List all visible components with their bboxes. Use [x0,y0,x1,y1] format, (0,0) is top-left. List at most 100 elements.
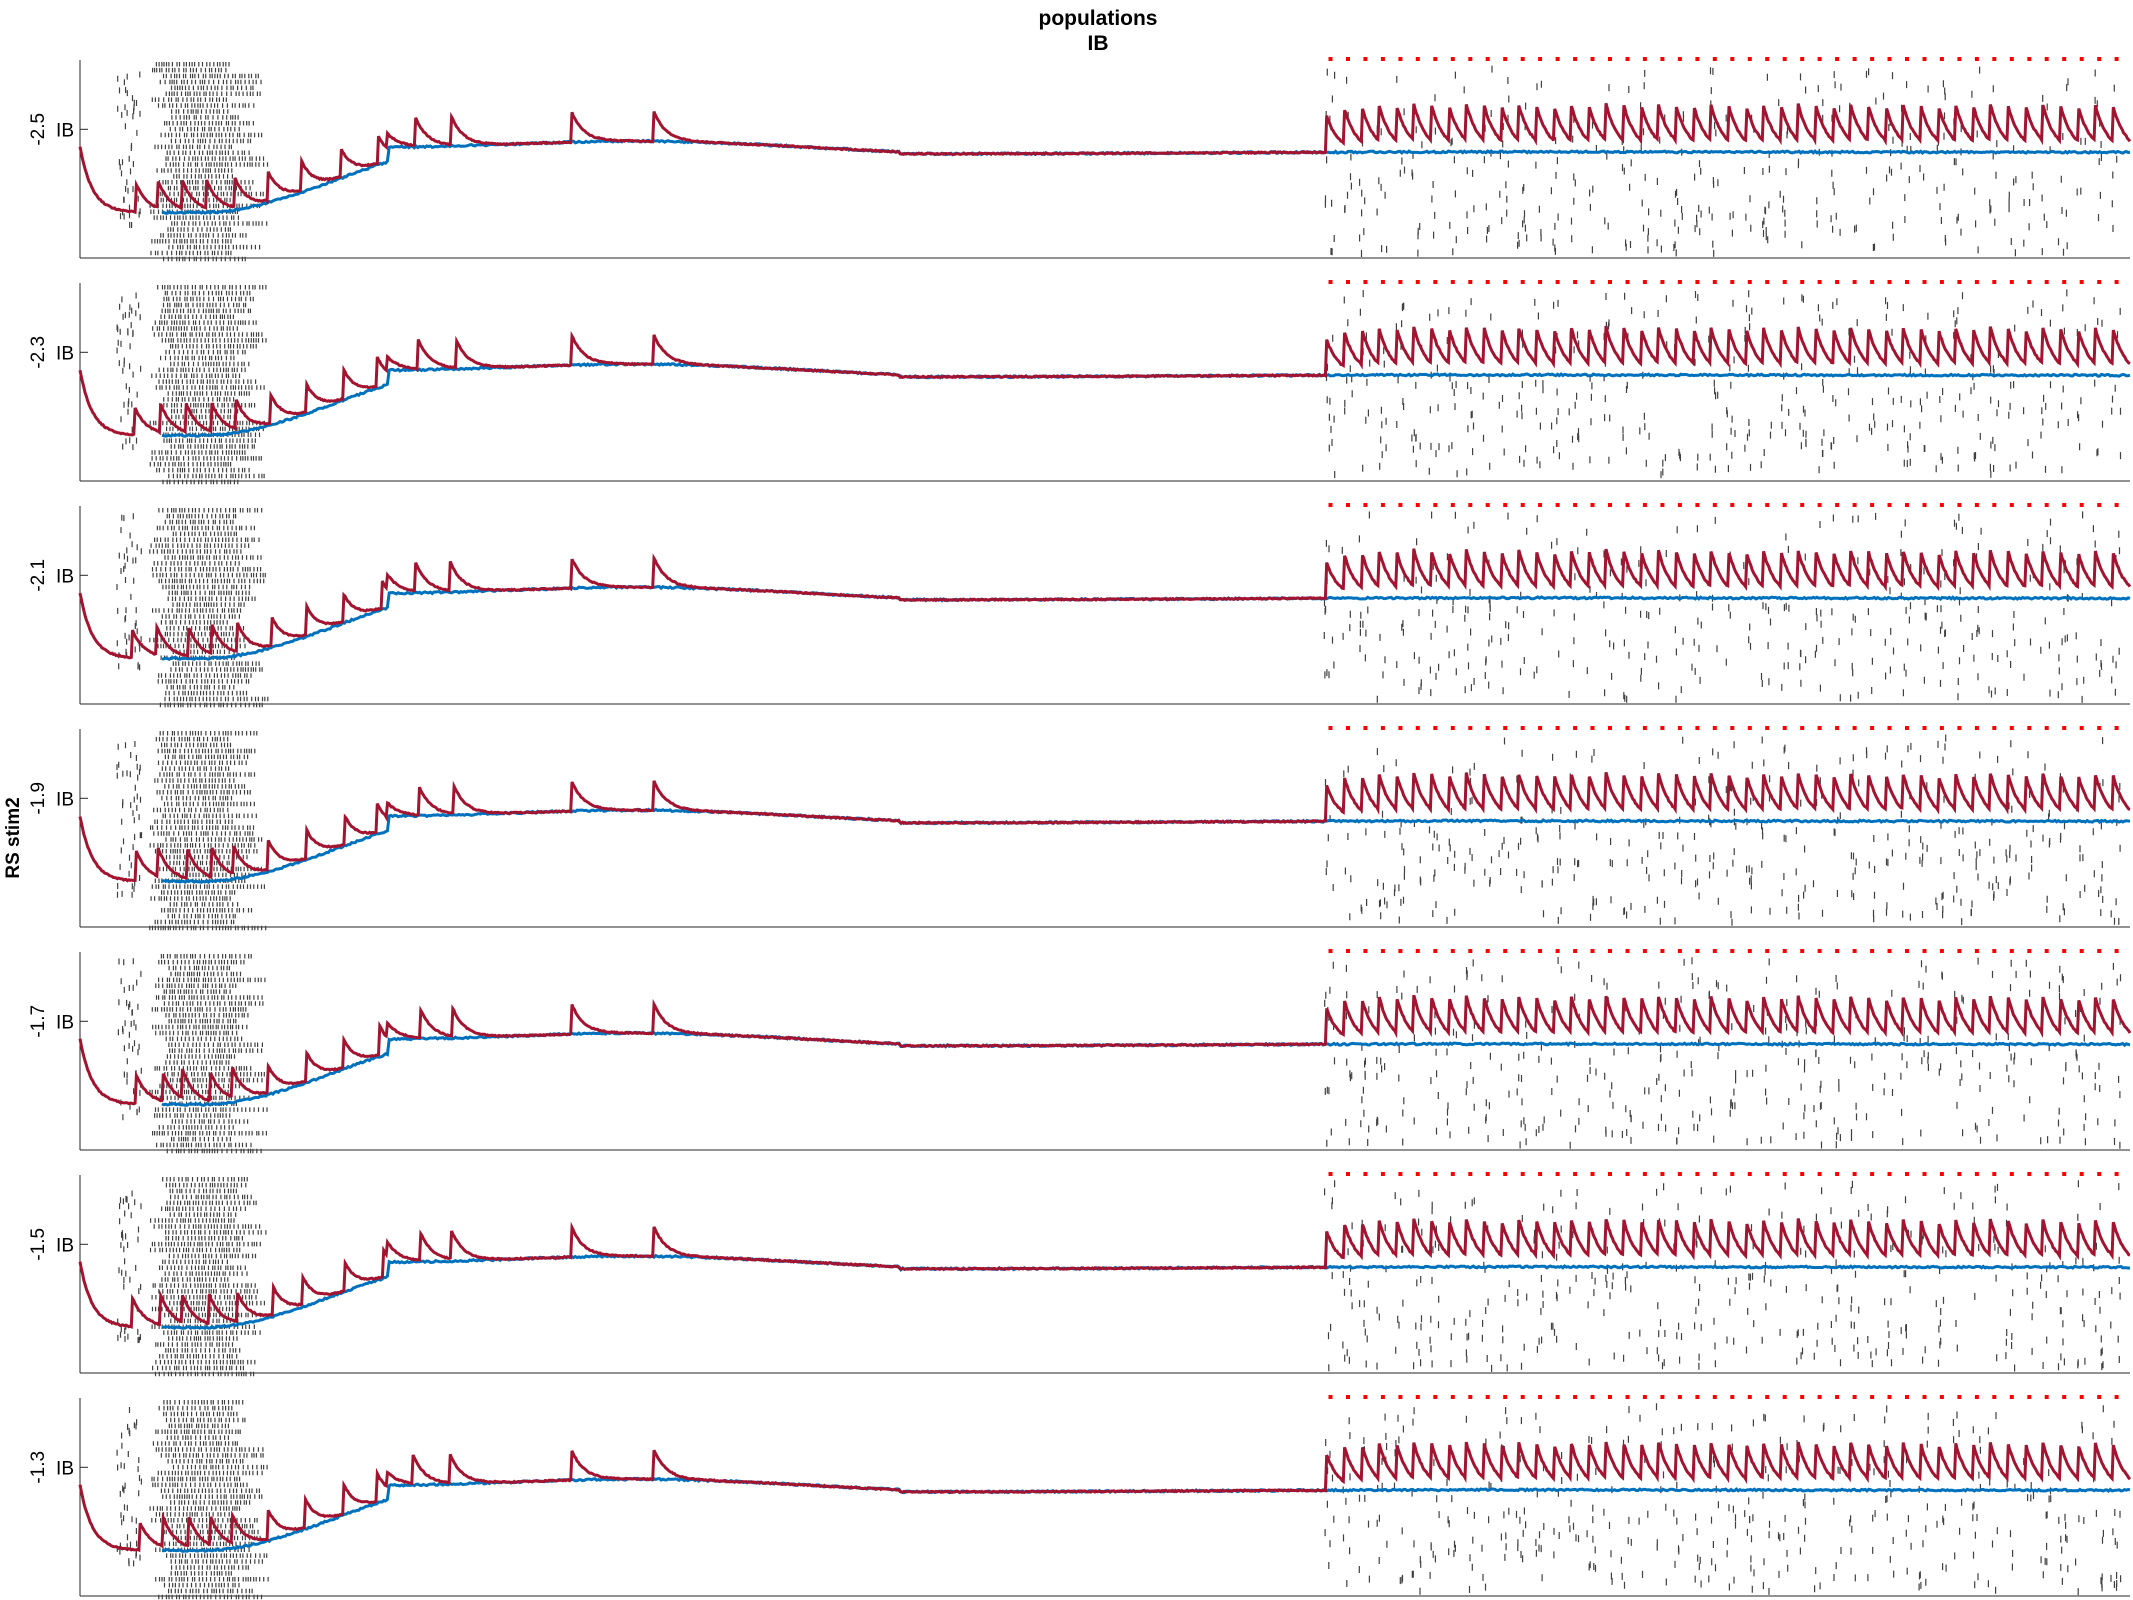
spike-marker [2027,726,2032,730]
spike-marker [2027,1172,2032,1176]
spike-marker [2027,503,2032,507]
spike-marker [1817,949,1822,953]
spike-marker [1520,57,1525,61]
spike-marker [1573,1395,1578,1399]
spike-marker [1939,1395,1944,1399]
spike-marker [1817,726,1822,730]
spike-marker [1485,1395,1490,1399]
spike-marker [1608,1395,1612,1399]
spike-marker [1922,726,1927,730]
spike-marker [2044,1395,2049,1399]
spike-marker [2062,503,2067,507]
tick-label-population: IB [56,120,74,141]
spike-marker [1835,280,1840,284]
panels-container: IB -2.5 IB -2.3 IB -2.1 IB -1.9 IB -1.7 IB -1.5 IB -1… [28,57,2132,1600]
spike-marker [1922,503,1927,507]
spike-marker [2009,280,2014,284]
spike-marker [1538,949,1543,953]
spike-marker [1625,949,1630,953]
spike-marker [1747,280,1752,284]
spike-marker [1974,1395,1979,1399]
spike-marker [1782,726,1787,730]
spike-marker [1817,1395,1822,1399]
spike-marker [1974,503,1979,507]
spike-marker [2009,1172,2014,1176]
tick-label-population: IB [56,1458,74,1479]
spike-marker [1398,1172,1403,1176]
spike-marker [1939,280,1944,284]
spike-marker [1363,57,1368,61]
spike-marker [1765,503,1770,507]
subplot-panel: IB -2.5 [28,57,2132,262]
series-line-red [78,102,2132,215]
spike-marker [1695,57,1700,61]
spike-marker [1538,1395,1543,1399]
spike-marker [1555,503,1560,507]
spike-marker [1905,1172,1909,1176]
tick-label-value: -2.1 [28,559,49,592]
spike-marker [2079,1395,2084,1399]
spike-marker [1590,280,1595,284]
spike-marker [2097,949,2102,953]
spike-marker [1485,1172,1490,1176]
spike-marker [1887,949,1892,953]
spike-marker [1520,949,1525,953]
spike-marker [1625,1172,1630,1176]
subplot-panel: IB -1.7 [28,949,2132,1154]
spike-marker [1328,949,1333,953]
figure-title-line2: IB [1088,32,1109,55]
spike-marker [1712,57,1717,61]
spike-marker [1782,503,1787,507]
spike-marker [1328,280,1333,284]
series-line-blue [161,361,2131,438]
spike-marker [1817,503,1822,507]
spike-marker [1485,57,1490,61]
spike-marker [1625,280,1630,284]
spike-marker [1695,1172,1700,1176]
spike-marker [1503,280,1508,284]
spike-marker [1433,1395,1438,1399]
spike-marker [1503,57,1508,61]
spike-marker [1730,949,1735,953]
spike-raster [117,62,2118,262]
spike-marker [1608,949,1612,953]
spike-marker [1642,57,1647,61]
spike-marker [2009,57,2014,61]
spike-marker [1782,1172,1787,1176]
spike-marker [2062,726,2067,730]
spike-marker [2027,949,2032,953]
series-line-blue [161,1030,2131,1107]
spike-marker [1782,57,1787,61]
spike-marker [2114,1172,2119,1176]
spike-marker [2097,503,2102,507]
tick-label-value: -1.7 [28,1005,49,1038]
spike-marker [1433,1172,1438,1176]
spike-marker [1363,1172,1368,1176]
spike-marker [1415,57,1420,61]
spike-marker [1905,280,1909,284]
spike-marker [2062,949,2067,953]
spike-marker [1363,280,1368,284]
spike-marker [1328,57,1333,61]
spike-marker [1363,503,1368,507]
spike-marker [1520,1172,1525,1176]
spike-marker [1870,1395,1875,1399]
spike-marker [1765,1172,1770,1176]
spike-marker [1800,949,1805,953]
spike-marker [1590,1172,1595,1176]
spike-marker [1555,949,1560,953]
spike-marker [1555,726,1560,730]
spike-marker [1870,280,1875,284]
spike-marker [1625,726,1630,730]
spike-marker [2079,726,2084,730]
spike-marker [1503,726,1508,730]
spike-marker [1939,1172,1944,1176]
series-line-red [78,1218,2131,1329]
spike-marker [1328,726,1333,730]
spike-marker [1503,1395,1508,1399]
spike-marker [1538,503,1543,507]
spike-marker [1660,1172,1665,1176]
spike-marker [1695,949,1700,953]
tick-label-value: -1.5 [28,1228,49,1261]
spike-marker [1573,280,1578,284]
